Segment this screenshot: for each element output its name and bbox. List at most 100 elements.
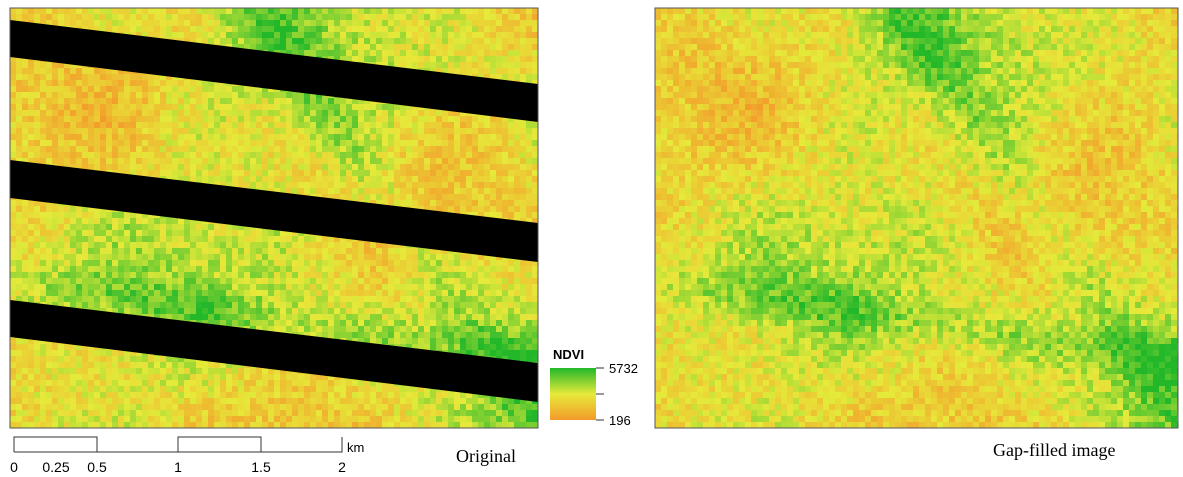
raster-pixel — [304, 326, 310, 332]
raster-pixel — [460, 38, 466, 44]
raster-pixel — [136, 272, 142, 278]
raster-pixel — [484, 290, 490, 296]
raster-pixel — [460, 128, 466, 134]
raster-pixel — [250, 278, 256, 284]
raster-pixel — [118, 152, 124, 158]
raster-pixel — [226, 236, 232, 242]
raster-pixel — [322, 158, 328, 164]
raster-pixel — [484, 314, 490, 320]
raster-pixel — [154, 110, 160, 116]
raster-pixel — [94, 242, 100, 248]
raster-pixel — [76, 14, 82, 20]
raster-pixel — [34, 146, 40, 152]
raster-pixel — [112, 74, 118, 80]
raster-pixel — [214, 284, 220, 290]
raster-pixel — [364, 278, 370, 284]
raster-pixel — [484, 296, 490, 302]
raster-pixel — [154, 20, 160, 26]
raster-pixel — [106, 74, 112, 80]
raster-pixel — [520, 332, 526, 338]
raster-pixel — [232, 248, 238, 254]
raster-pixel — [76, 218, 82, 224]
raster-pixel — [244, 38, 250, 44]
raster-pixel — [490, 266, 496, 272]
raster-pixel — [334, 152, 340, 158]
raster-pixel — [34, 206, 40, 212]
raster-pixel — [472, 146, 478, 152]
raster-pixel — [454, 194, 460, 200]
raster-pixel — [64, 86, 70, 92]
raster-pixel — [424, 50, 430, 56]
raster-pixel — [220, 266, 226, 272]
raster-pixel — [16, 134, 22, 140]
raster-pixel — [262, 320, 268, 326]
raster-pixel — [526, 68, 532, 74]
raster-pixel — [400, 110, 406, 116]
raster-pixel — [268, 164, 274, 170]
raster-pixel — [310, 278, 316, 284]
raster-pixel — [292, 182, 298, 188]
raster-pixel — [358, 32, 364, 38]
raster-pixel — [52, 212, 58, 218]
raster-pixel — [64, 248, 70, 254]
raster-pixel — [154, 98, 160, 104]
raster-pixel — [76, 302, 82, 308]
raster-pixel — [100, 110, 106, 116]
raster-pixel — [328, 20, 334, 26]
raster-pixel — [442, 338, 448, 344]
raster-pixel — [262, 296, 268, 302]
raster-pixel — [88, 266, 94, 272]
raster-pixel — [316, 140, 322, 146]
raster-pixel — [346, 170, 352, 176]
raster-pixel — [226, 272, 232, 278]
raster-pixel — [340, 14, 346, 20]
raster-pixel — [70, 116, 76, 122]
raster-pixel — [520, 152, 526, 158]
raster-pixel — [418, 290, 424, 296]
raster-pixel — [220, 302, 226, 308]
raster-pixel — [268, 302, 274, 308]
raster-pixel — [490, 128, 496, 134]
raster-pixel — [484, 188, 490, 194]
raster-pixel — [328, 140, 334, 146]
raster-pixel — [298, 308, 304, 314]
raster-pixel — [460, 152, 466, 158]
raster-pixel — [400, 44, 406, 50]
raster-pixel — [70, 212, 76, 218]
raster-pixel — [460, 176, 466, 182]
raster-pixel — [316, 32, 322, 38]
raster-pixel — [496, 332, 502, 338]
raster-pixel — [466, 128, 472, 134]
raster-pixel — [142, 302, 148, 308]
raster-pixel — [118, 14, 124, 20]
raster-pixel — [388, 110, 394, 116]
raster-pixel — [328, 182, 334, 188]
raster-pixel — [148, 272, 154, 278]
raster-pixel — [142, 296, 148, 302]
raster-pixel — [478, 146, 484, 152]
raster-pixel — [238, 266, 244, 272]
raster-pixel — [310, 266, 316, 272]
raster-pixel — [496, 308, 502, 314]
raster-pixel — [16, 128, 22, 134]
raster-pixel — [532, 14, 538, 20]
raster-pixel — [382, 176, 388, 182]
raster-pixel — [448, 158, 454, 164]
raster-pixel — [268, 236, 274, 242]
raster-pixel — [472, 152, 478, 158]
raster-pixel — [418, 20, 424, 26]
raster-pixel — [10, 224, 16, 230]
raster-pixel — [304, 146, 310, 152]
raster-pixel — [310, 134, 316, 140]
raster-pixel — [130, 164, 136, 170]
raster-pixel — [406, 170, 412, 176]
raster-pixel — [310, 122, 316, 128]
raster-pixel — [412, 332, 418, 338]
raster-pixel — [262, 116, 268, 122]
raster-pixel — [208, 20, 214, 26]
raster-pixel — [154, 146, 160, 152]
raster-pixel — [412, 146, 418, 152]
raster-pixel — [238, 146, 244, 152]
raster-pixel — [214, 272, 220, 278]
raster-pixel — [430, 200, 436, 206]
